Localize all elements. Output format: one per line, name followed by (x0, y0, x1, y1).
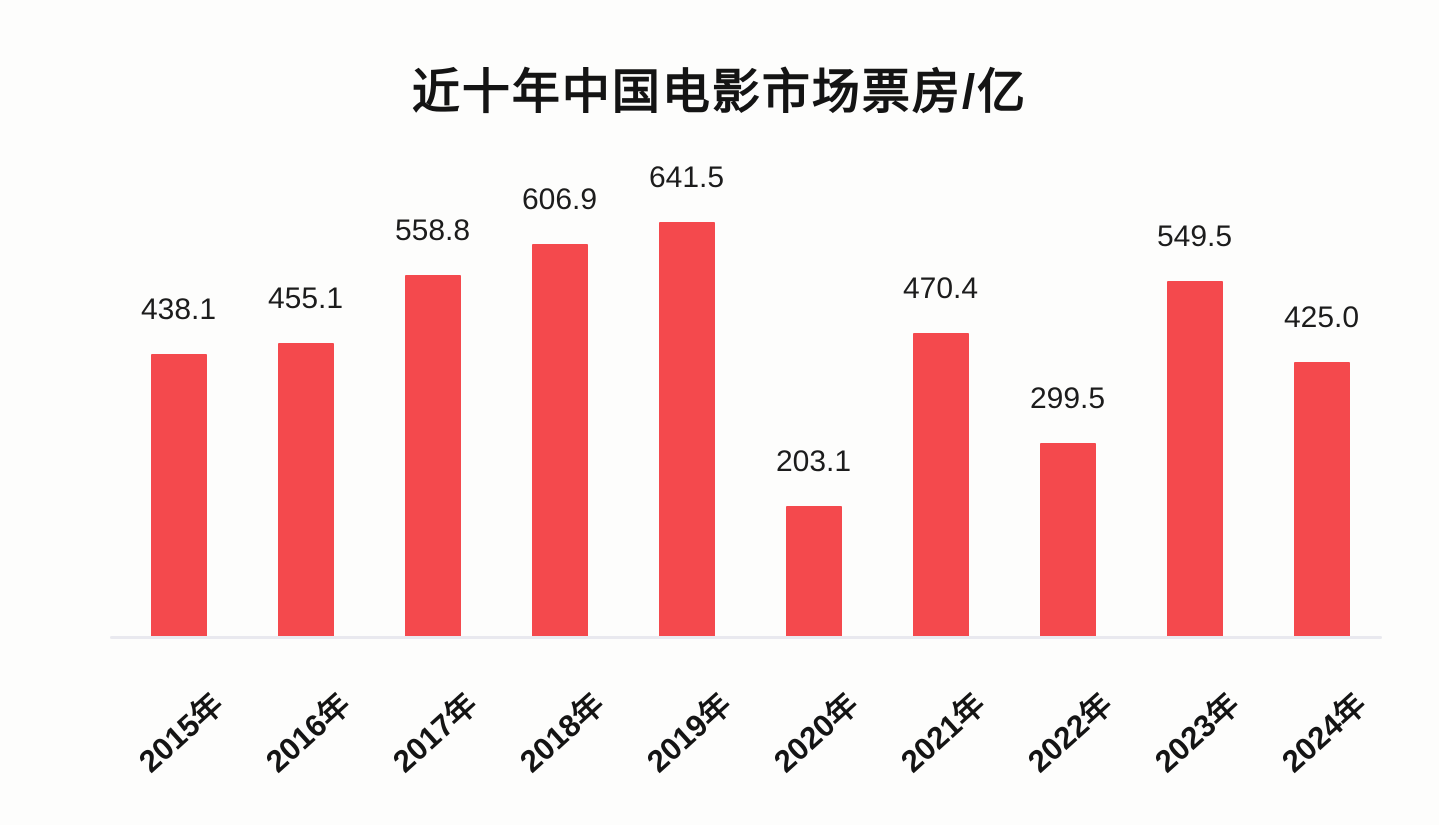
x-tick-cell: 2015年 (115, 648, 242, 813)
bars-plot-area: 438.1 455.1 558.8 606.9 641.5 203.1 470.4 299.5… (115, 152, 1385, 637)
bar-value-label: 470.4 (902, 272, 979, 305)
bar-value-label: 438.1 (140, 293, 217, 326)
bar-2021年 (912, 333, 969, 637)
bar-column-2020年: 203.1 (750, 445, 877, 637)
chart-title: 近十年中国电影市场票房/亿 (411, 66, 1028, 119)
bar-2022年 (1039, 443, 1096, 637)
x-tick-label: 2021年 (893, 686, 992, 780)
bar-value-label: 549.5 (1156, 220, 1233, 253)
x-tick-label: 2016年 (258, 686, 357, 780)
x-tick-cell: 2021年 (877, 648, 1004, 813)
bar-2020年 (785, 506, 842, 637)
bar-2024年 (1293, 362, 1350, 637)
bar-2015年 (150, 354, 207, 637)
bar-value-label: 203.1 (775, 445, 852, 478)
bar-2017年 (404, 275, 461, 637)
bar-column-2022年: 299.5 (1004, 382, 1131, 637)
bar-2019年 (658, 222, 715, 637)
bar-column-2021年: 470.4 (877, 272, 1004, 637)
x-tick-cell: 2016年 (242, 648, 369, 813)
bar-value-label: 558.8 (394, 214, 471, 247)
x-tick-label: 2015年 (131, 686, 230, 780)
bar-value-label: 641.5 (648, 161, 725, 194)
x-tick-label: 2017年 (385, 686, 484, 780)
bar-column-2018年: 606.9 (496, 183, 623, 637)
bar-value-label: 455.1 (267, 282, 344, 315)
bar-column-2017年: 558.8 (369, 214, 496, 637)
x-tick-cell: 2019年 (623, 648, 750, 813)
x-tick-label: 2018年 (512, 686, 611, 780)
x-tick-label: 2024年 (1274, 686, 1373, 780)
bar-value-label: 299.5 (1029, 382, 1106, 415)
bar-2023年 (1166, 281, 1223, 637)
bar-value-label: 425.0 (1283, 301, 1360, 334)
x-tick-label: 2022年 (1020, 686, 1119, 780)
x-tick-cell: 2020年 (750, 648, 877, 813)
bar-column-2019年: 641.5 (623, 161, 750, 637)
bar-2016年 (277, 343, 334, 637)
x-tick-cell: 2022年 (1004, 648, 1131, 813)
bar-column-2016年: 455.1 (242, 282, 369, 637)
bar-column-2024年: 425.0 (1258, 301, 1385, 637)
bar-value-label: 606.9 (521, 183, 598, 216)
bar-2018年 (531, 244, 588, 637)
x-tick-cell: 2024年 (1258, 648, 1385, 813)
x-tick-cell: 2017年 (369, 648, 496, 813)
x-axis-labels: 2015年 2016年 2017年 2018年 2019年 2020年 2021年 2022年… (115, 648, 1385, 813)
x-tick-label: 2023年 (1147, 686, 1246, 780)
x-tick-label: 2020年 (766, 686, 865, 780)
x-tick-cell: 2023年 (1131, 648, 1258, 813)
x-tick-cell: 2018年 (496, 648, 623, 813)
bar-column-2015年: 438.1 (115, 293, 242, 637)
bar-column-2023年: 549.5 (1131, 220, 1258, 637)
x-axis-baseline (110, 636, 1382, 639)
x-tick-label: 2019年 (639, 686, 738, 780)
